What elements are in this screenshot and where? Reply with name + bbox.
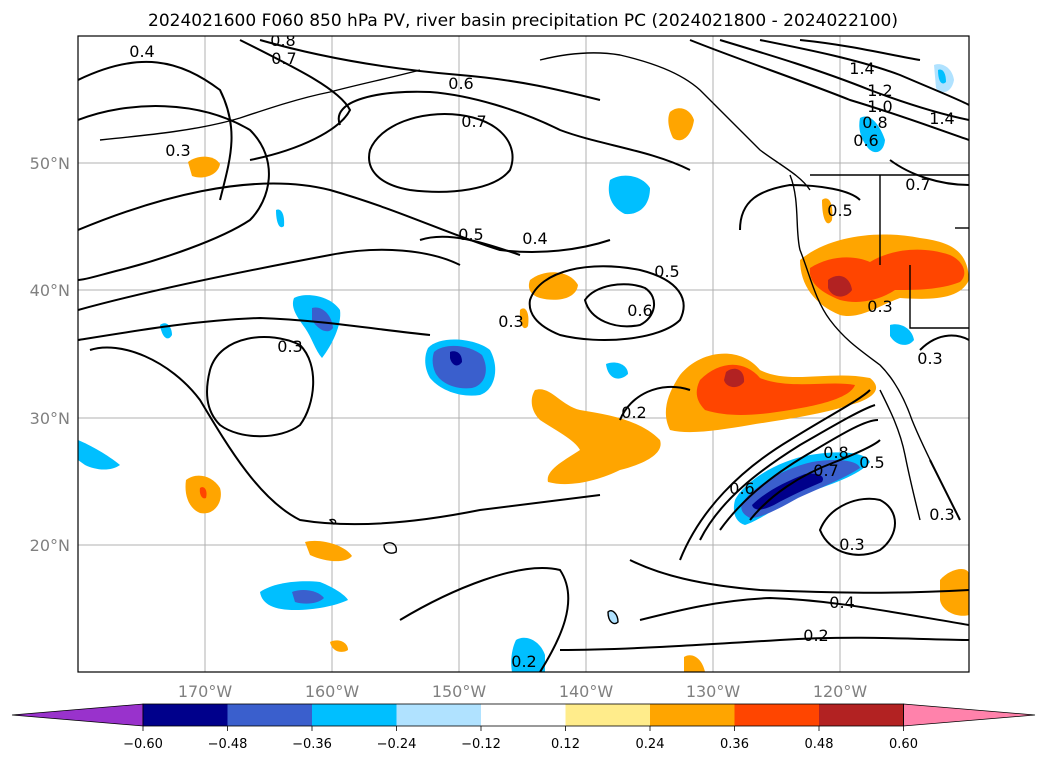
contour-label: 0.8 (823, 443, 848, 462)
contour-label: 0.5 (654, 262, 679, 281)
contour-label: 0.5 (458, 225, 483, 244)
latitude-ticks: 50°N 40°N 30°N 20°N (30, 154, 70, 555)
contour-label: 0.6 (627, 301, 652, 320)
colorbar-segment (396, 704, 482, 726)
contour-label: 0.6 (729, 479, 754, 498)
colorbar-segment (227, 704, 313, 726)
contour-label: 0.5 (859, 453, 884, 472)
colorbar-segment (734, 704, 820, 726)
lat-tick: 50°N (30, 154, 70, 173)
map-area (78, 36, 969, 672)
contour-label: 1.2 (867, 81, 892, 100)
lat-tick: 20°N (30, 536, 70, 555)
contour-label: 0.7 (271, 49, 296, 68)
pv-contours (78, 39, 969, 672)
contour-label: 0.3 (165, 141, 190, 160)
contour-label: 0.2 (621, 403, 646, 422)
contour-label: 0.7 (813, 461, 838, 480)
contour-label: 0.4 (829, 593, 854, 612)
colorbar-extend-high (903, 703, 1036, 727)
lat-tick: 40°N (30, 281, 70, 300)
contour-label: 0.3 (867, 297, 892, 316)
colorbar-tick-label: −0.60 (123, 737, 163, 752)
contour-label: 0.4 (522, 229, 547, 248)
lon-tick: 170°W (178, 682, 233, 701)
map-title: 2024021600 F060 850 hPa PV, river basin … (148, 11, 898, 31)
contour-label: 0.3 (839, 535, 864, 554)
contour-label: 0.2 (511, 652, 536, 671)
contour-label: 0.6 (448, 74, 473, 93)
colorbar-tick-label: −0.12 (461, 737, 501, 752)
coastlines (99, 52, 969, 625)
contour-label: 0.7 (461, 112, 486, 131)
colorbar-tick-label: 0.12 (551, 737, 580, 752)
colorbar-tick-label: 0.60 (889, 737, 918, 752)
lon-tick: 130°W (686, 682, 741, 701)
contour-label: 0.2 (803, 626, 828, 645)
colorbar-segment (650, 704, 735, 726)
colorbar-tick-label: −0.36 (292, 737, 332, 752)
colorbar-tick-label: 0.24 (636, 737, 665, 752)
lon-tick: 140°W (559, 682, 614, 701)
gridlines (78, 36, 969, 672)
colorbar-segment (312, 704, 397, 726)
lat-tick: 30°N (30, 409, 70, 428)
contour-label: 1.0 (867, 97, 892, 116)
contour-label: 0.3 (917, 349, 942, 368)
contour-label: 0.6 (853, 131, 878, 150)
colorbar-tick-label: 0.48 (805, 737, 834, 752)
contour-label: 0.3 (498, 312, 523, 331)
map-frame (77, 35, 970, 673)
colorbar-frame (142, 703, 904, 727)
contour-labels: 0.80.70.40.30.60.70.5 0.40.50.60.30.30.21… (129, 31, 954, 671)
precip-shading (78, 64, 969, 672)
contour-label: 0.3 (277, 337, 302, 356)
lon-tick: 160°W (305, 682, 360, 701)
contour-label: 0.8 (270, 31, 295, 50)
colorbar-segment (819, 704, 904, 726)
colorbar-tick-label: 0.36 (720, 737, 749, 752)
contour-label: 1.4 (849, 59, 874, 78)
lon-tick: 120°W (813, 682, 868, 701)
colorbar-segment (481, 704, 566, 726)
contour-label: 0.8 (862, 113, 887, 132)
contour-label: 0.5 (827, 201, 852, 220)
colorbar: −0.60 −0.48 −0.36 −0.24 −0.12 0.12 0.24 0.36 0.4… (11, 703, 1036, 752)
contour-label: 1.4 (929, 109, 954, 128)
longitude-ticks: 170°W 160°W 150°W 140°W 130°W 120°W (178, 682, 868, 701)
colorbar-tick-label: −0.48 (208, 737, 248, 752)
map-content: 0.80.70.40.30.60.70.5 0.40.50.60.30.30.21… (78, 31, 969, 672)
colorbar-segment (565, 704, 651, 726)
colorbar-tick-label: −0.24 (377, 737, 417, 752)
contour-label: 0.7 (905, 175, 930, 194)
colorbar-segment (143, 704, 228, 726)
contour-label: 0.4 (129, 42, 154, 61)
lon-tick: 150°W (432, 682, 487, 701)
contour-label: 0.3 (929, 505, 954, 524)
colorbar-extend-low (11, 703, 144, 727)
